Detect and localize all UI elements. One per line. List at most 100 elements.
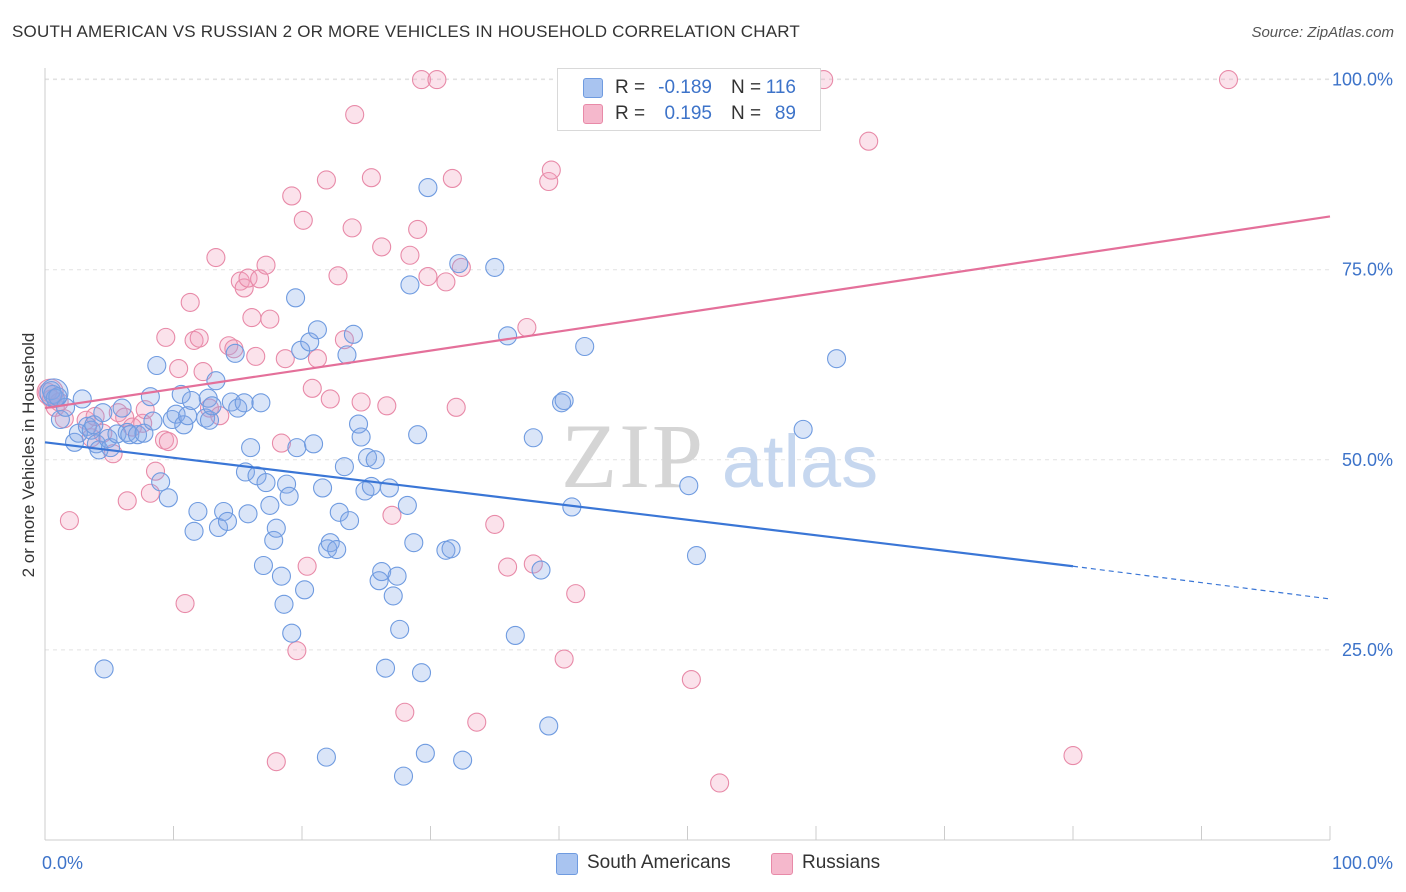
south-americans-point: [351, 427, 371, 447]
south-americans-point: [307, 320, 327, 340]
south-americans-point: [143, 411, 163, 431]
south-americans-point: [184, 521, 204, 541]
russians-point: [256, 255, 276, 275]
russians-point: [328, 266, 348, 286]
russians-point: [219, 336, 239, 356]
russians-point: [539, 171, 559, 192]
russians-point: [293, 210, 313, 230]
south-americans-point: [400, 275, 420, 295]
russians-point: [169, 359, 189, 379]
south-americans-point: [441, 539, 461, 559]
russians-point: [382, 505, 402, 525]
south-americans-point: [260, 495, 280, 515]
legend-n-label: N =: [731, 77, 762, 98]
russians-point: [307, 349, 327, 369]
russians-point: [467, 712, 487, 732]
russians-point: [271, 433, 291, 453]
south-americans-point: [271, 566, 291, 586]
legend-r-label: R =: [615, 103, 646, 124]
south-americans-point: [295, 580, 315, 600]
russians-point: [377, 396, 397, 416]
russians-point: [411, 70, 432, 90]
south-americans-point: [277, 474, 297, 494]
chart-title: SOUTH AMERICAN VS RUSSIAN 2 OR MORE VEHI…: [12, 22, 801, 41]
south-americans-point: [264, 530, 284, 550]
south-americans-point: [554, 390, 574, 411]
russians-point: [260, 309, 280, 329]
south-americans-point: [300, 332, 320, 352]
y-tick-label: 100.0%: [1332, 70, 1393, 90]
legend-r-value: 0.195: [664, 103, 712, 124]
russians-point: [351, 392, 371, 412]
south-americans-point: [498, 326, 518, 346]
south-americans-point: [575, 336, 595, 357]
russians-point: [710, 773, 730, 793]
russians-point: [282, 186, 302, 206]
south-americans-point: [552, 393, 572, 413]
russians-point: [175, 593, 195, 614]
south-americans-point: [266, 518, 286, 538]
south-americans-point: [357, 447, 378, 468]
correlation-legend: R = -0.189 N = 116 R = 0.195 N = 89: [557, 68, 821, 131]
south-americans-point: [375, 658, 396, 678]
south-americans-point: [241, 438, 261, 458]
south-americans-point: [256, 473, 276, 493]
russians-point: [156, 327, 176, 347]
russians-point: [446, 397, 466, 417]
y-tick-label: 25.0%: [1342, 640, 1393, 660]
south-americans-point: [127, 425, 148, 445]
south-americans-point: [316, 747, 336, 767]
south-americans-point: [286, 288, 306, 308]
russians-point: [498, 557, 518, 577]
south-americans-point: [162, 409, 182, 430]
south-americans-point: [228, 398, 248, 418]
russians-point: [342, 218, 362, 238]
south-americans-point: [365, 450, 385, 470]
legend-swatch-blue: [583, 78, 603, 98]
south-americans-point: [539, 716, 559, 736]
south-americans-point: [251, 393, 271, 413]
south-americans-point: [234, 393, 254, 413]
south-americans-point: [282, 623, 302, 643]
legend-row-russians: R = 0.195 N = 89: [558, 101, 820, 127]
south-americans-point: [397, 495, 417, 515]
south-americans-point: [50, 409, 70, 430]
russians-point: [135, 400, 155, 420]
russians-point: [206, 247, 226, 268]
legend-r-value: -0.189: [658, 77, 712, 98]
legend-label: Russians: [802, 852, 881, 873]
south-americans-point: [327, 539, 347, 560]
south-americans-point: [679, 476, 699, 496]
south-americans-trend-line: [44, 441, 1074, 568]
watermark: ZIP atlas: [561, 405, 878, 507]
x-tick-label-max: 100.0%: [1332, 853, 1393, 873]
south-americans-point: [279, 486, 299, 506]
russians-point: [859, 131, 879, 151]
y-tick-label: 75.0%: [1342, 260, 1393, 280]
russians-point: [316, 170, 336, 190]
trend-lines: [44, 215, 1331, 600]
russians-point: [681, 670, 701, 690]
south-americans-point: [77, 416, 97, 436]
south-americans-point: [686, 546, 707, 566]
south-americans-point: [343, 324, 363, 344]
russians-point: [334, 330, 354, 350]
legend-n-value: 116: [765, 77, 796, 98]
legend-r-label: R =: [615, 77, 646, 98]
south-americans-point: [411, 663, 432, 683]
y-tick-label: 50.0%: [1342, 450, 1393, 470]
russians-point: [554, 649, 574, 669]
russians-point: [302, 378, 322, 398]
south-americans-point: [334, 457, 354, 477]
south-americans-point: [449, 254, 469, 274]
south-americans-trend-extension: [1072, 565, 1331, 600]
south-americans-point: [793, 419, 813, 439]
south-americans-point: [147, 355, 167, 376]
russians-point: [297, 556, 317, 576]
south-americans-point: [379, 478, 399, 498]
russians-point: [345, 105, 365, 125]
russians-point: [418, 266, 438, 287]
russians-point: [427, 70, 447, 90]
russians-point: [275, 349, 295, 369]
russians-point: [189, 328, 209, 348]
